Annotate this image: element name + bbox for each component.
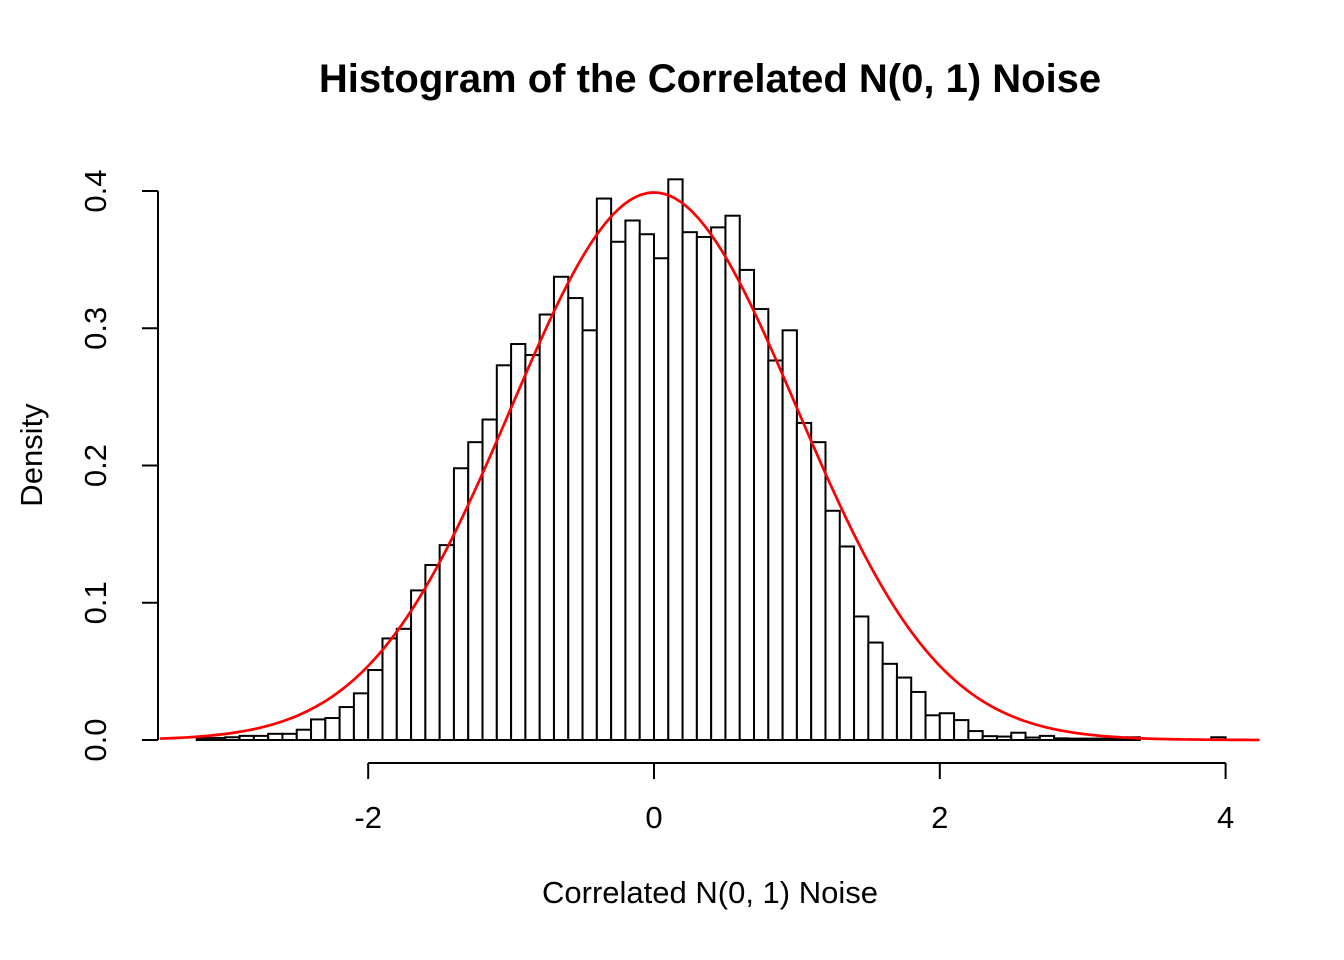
- x-tick-label: 0: [645, 800, 662, 835]
- histogram-bar: [838, 545, 856, 741]
- histogram-bar: [352, 692, 370, 742]
- histogram-bar: [567, 297, 584, 741]
- histogram-bar: [867, 641, 884, 741]
- histogram-bar: [667, 178, 684, 741]
- histogram-bar: [581, 329, 598, 741]
- histogram-bar: [638, 233, 656, 741]
- x-tick-label: 2: [931, 800, 948, 835]
- x-axis: -2 0 2 4: [354, 762, 1234, 835]
- histogram-bar: [538, 313, 555, 741]
- histogram-bar: [895, 676, 913, 741]
- histogram-bar: [1095, 737, 1113, 742]
- histogram-bar: [252, 734, 270, 742]
- histogram-bar: [653, 257, 670, 741]
- y-axis: 0.0 0.1 0.2 0.3 0.4: [78, 169, 159, 762]
- histogram-bar: [710, 226, 727, 741]
- chart-title: Histogram of the Correlated N(0, 1) Nois…: [319, 57, 1101, 101]
- histogram-bar: [853, 615, 870, 741]
- histogram-bar: [310, 718, 327, 741]
- histogram-bar: [981, 735, 998, 741]
- y-tick-label: 0.0: [78, 718, 113, 761]
- histogram-bar: [881, 662, 898, 742]
- histogram-bar: [1010, 731, 1027, 741]
- histogram-bar: [695, 235, 713, 741]
- x-tick-label: 4: [1217, 800, 1234, 835]
- histogram-bar: [552, 275, 570, 741]
- histogram-bar: [938, 712, 956, 741]
- histogram-bar: [424, 564, 441, 742]
- y-tick-label: 0.1: [78, 581, 113, 624]
- histogram-bar: [924, 714, 941, 741]
- histogram-bar: [1038, 734, 1056, 742]
- histogram-bar: [810, 441, 827, 741]
- x-tick-label: -2: [354, 800, 382, 835]
- y-tick-label: 0.2: [78, 444, 113, 487]
- histogram-bar: [753, 308, 770, 741]
- plot-bars: [195, 178, 1227, 742]
- histogram-bar: [367, 669, 384, 741]
- histogram-bar: [410, 589, 427, 742]
- histogram-bar: [724, 214, 741, 741]
- histogram-bar: [1081, 737, 1098, 742]
- histogram-bar: [624, 219, 641, 741]
- histogram-bar: [1053, 737, 1070, 741]
- x-axis-label: Correlated N(0, 1) Noise: [542, 875, 878, 910]
- density-curve: [159, 191, 1260, 742]
- histogram-bar: [438, 544, 455, 741]
- y-tick-label: 0.4: [78, 169, 113, 212]
- histogram-bar: [824, 509, 841, 742]
- histogram-bar: [967, 730, 984, 742]
- histogram-bar: [224, 736, 241, 741]
- histogram-bar: [238, 734, 255, 742]
- histogram-bar: [195, 736, 213, 742]
- histogram-bar: [381, 637, 398, 741]
- histogram-bar: [338, 706, 355, 741]
- normal-density-curve: [159, 191, 1260, 742]
- histogram-bar: [610, 240, 627, 741]
- histogram-bar: [767, 359, 784, 741]
- y-axis-label: Density: [14, 403, 49, 507]
- histogram-bar: [281, 732, 298, 742]
- histogram-bar: [953, 719, 970, 741]
- histogram-bar: [1024, 736, 1041, 742]
- histogram-bar: [210, 736, 227, 742]
- histogram-bar: [1067, 737, 1084, 742]
- histogram-bar: [267, 732, 284, 742]
- histogram-bar: [395, 627, 413, 742]
- histogram-bar: [795, 421, 813, 741]
- histogram-bar: [910, 690, 927, 742]
- histogram-bar: [524, 354, 541, 741]
- histogram-bar: [595, 197, 613, 742]
- histogram-bar: [738, 268, 756, 741]
- histogram-bar: [995, 735, 1013, 742]
- histogram-bar: [295, 728, 313, 742]
- histogram-bar: [324, 717, 341, 741]
- y-tick-label: 0.3: [78, 307, 113, 350]
- histogram-bar: [681, 231, 698, 741]
